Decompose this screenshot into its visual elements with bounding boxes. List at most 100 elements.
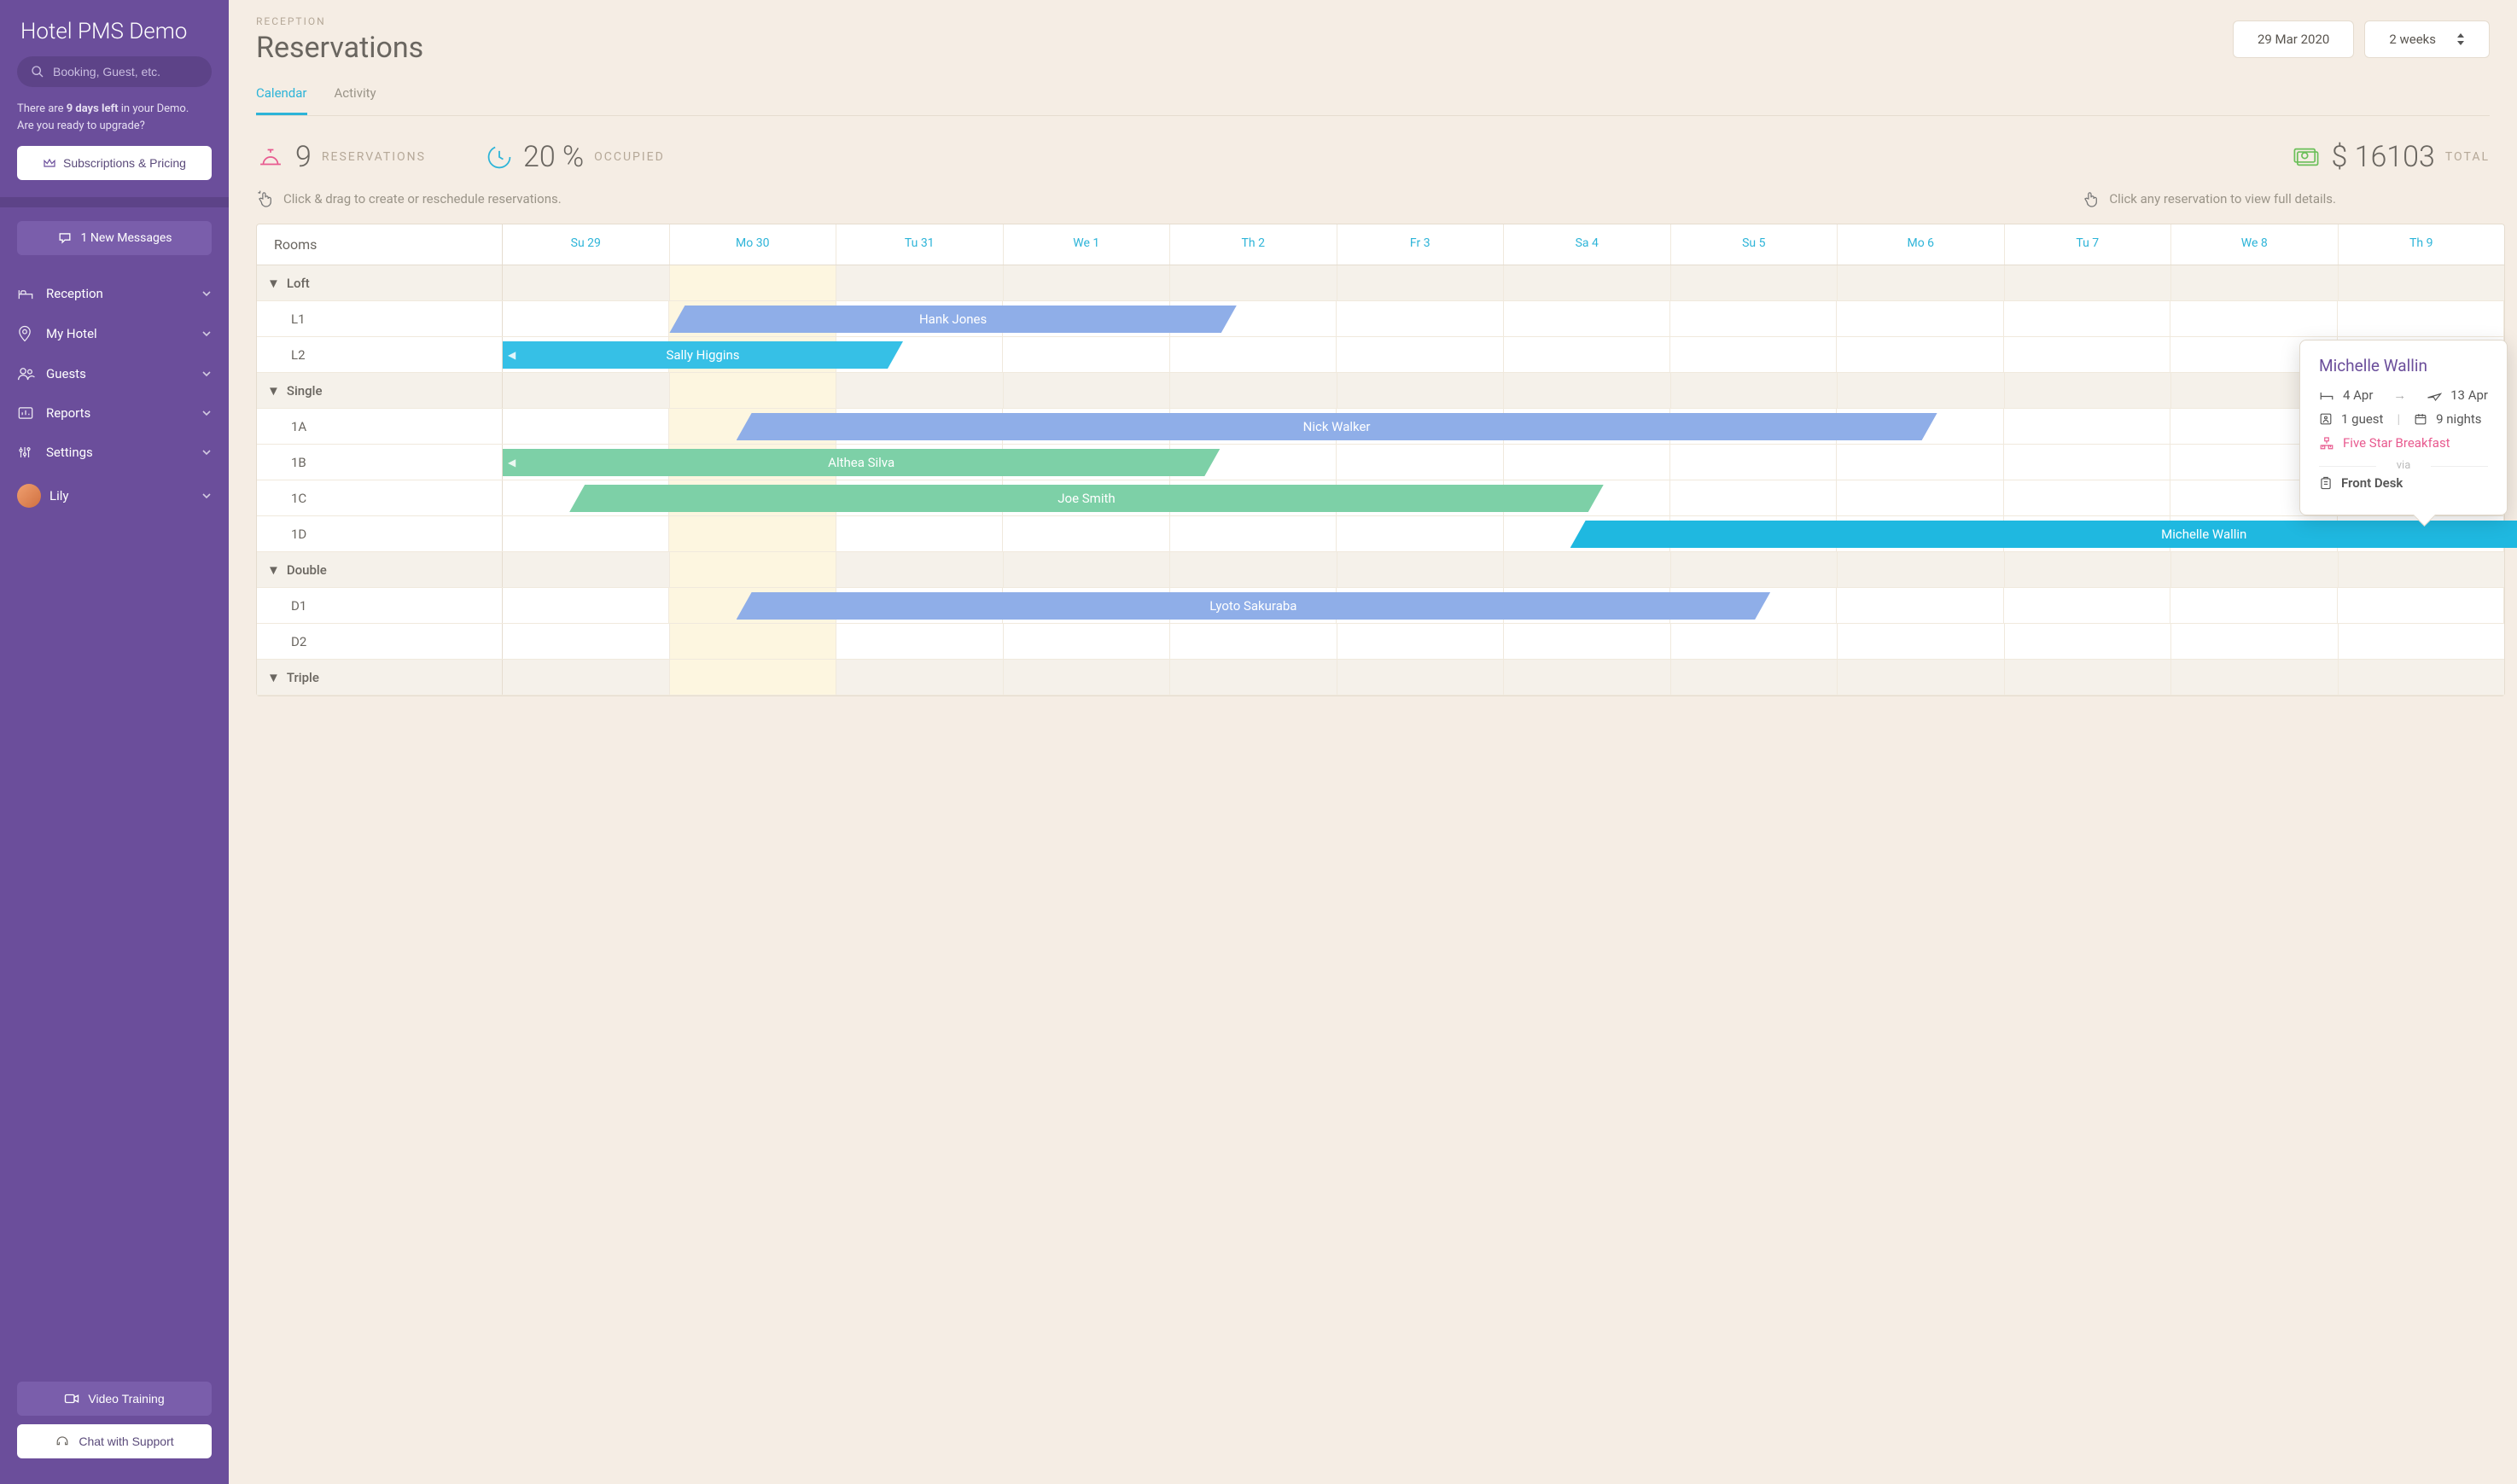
reservation-bar[interactable]: Michelle Wallin: [1570, 521, 2517, 548]
day-cell[interactable]: [2338, 301, 2504, 336]
day-cell[interactable]: [1838, 373, 2005, 408]
day-cell[interactable]: [2339, 265, 2505, 300]
room-cell[interactable]: D2: [257, 624, 503, 659]
day-cell[interactable]: [503, 373, 670, 408]
day-cell[interactable]: [1504, 265, 1671, 300]
day-cell[interactable]: [2171, 660, 2339, 695]
day-header[interactable]: We 1: [1004, 224, 1171, 265]
day-cell[interactable]: [670, 265, 837, 300]
day-cell[interactable]: [670, 373, 837, 408]
day-cell[interactable]: [1837, 337, 2003, 372]
day-cell[interactable]: [836, 552, 1004, 587]
day-cell[interactable]: [1838, 265, 2005, 300]
day-header[interactable]: Su 5: [1671, 224, 1838, 265]
room-cell[interactable]: D1: [257, 588, 503, 623]
day-cell[interactable]: [1671, 373, 1838, 408]
day-cell[interactable]: [503, 552, 670, 587]
day-cell[interactable]: [1004, 624, 1171, 659]
day-cell[interactable]: [1337, 373, 1505, 408]
subscriptions-pricing-button[interactable]: Subscriptions & Pricing: [17, 146, 212, 180]
day-cell[interactable]: [1337, 445, 1503, 480]
tab-activity[interactable]: Activity: [335, 85, 376, 115]
room-group-toggle[interactable]: ▼ Loft: [257, 265, 503, 300]
reservation-bar[interactable]: ◀Sally Higgins: [503, 341, 903, 369]
day-cell[interactable]: [2339, 660, 2505, 695]
day-header[interactable]: Mo 30: [670, 224, 837, 265]
day-cell[interactable]: [2339, 552, 2505, 587]
day-cell[interactable]: [2170, 588, 2337, 623]
day-cell[interactable]: [1170, 552, 1337, 587]
day-cell[interactable]: [1837, 301, 2003, 336]
room-group-toggle[interactable]: ▼ Triple: [257, 660, 503, 695]
day-header[interactable]: Mo 6: [1838, 224, 2005, 265]
day-header[interactable]: Fr 3: [1337, 224, 1505, 265]
day-cell[interactable]: [1170, 337, 1337, 372]
reservation-bar[interactable]: Lyoto Sakuraba: [737, 592, 1771, 620]
day-cell[interactable]: [1838, 624, 2005, 659]
day-cell[interactable]: [1170, 660, 1337, 695]
sidebar-item-lily[interactable]: Lily: [0, 472, 229, 520]
day-cell[interactable]: [1838, 552, 2005, 587]
search-box[interactable]: [17, 56, 212, 87]
day-cell[interactable]: [2004, 445, 2170, 480]
day-cell[interactable]: [1837, 445, 2003, 480]
day-cell[interactable]: [1337, 552, 1505, 587]
day-cell[interactable]: [1671, 624, 1838, 659]
sidebar-item-reports[interactable]: Reports: [0, 393, 229, 433]
day-cell[interactable]: [2339, 624, 2505, 659]
sidebar-item-guests[interactable]: Guests: [0, 354, 229, 393]
day-cell[interactable]: [2005, 552, 2172, 587]
video-training-button[interactable]: Video Training: [17, 1382, 212, 1416]
day-cell[interactable]: [2004, 588, 2170, 623]
day-cell[interactable]: [1004, 373, 1171, 408]
day-cell[interactable]: [1003, 337, 1169, 372]
day-cell[interactable]: [1170, 624, 1337, 659]
day-cell[interactable]: [1670, 337, 1837, 372]
day-cell[interactable]: [1170, 373, 1337, 408]
day-cell[interactable]: [1337, 516, 1503, 551]
day-cell[interactable]: [1837, 588, 2003, 623]
day-cell[interactable]: [2004, 301, 2170, 336]
day-cell[interactable]: [670, 624, 837, 659]
day-cell[interactable]: [2171, 265, 2339, 300]
sidebar-item-settings[interactable]: Settings: [0, 433, 229, 472]
day-cell[interactable]: [1670, 301, 1837, 336]
reservation-bar[interactable]: Joe Smith: [569, 485, 1604, 512]
day-cell[interactable]: [1671, 265, 1838, 300]
day-cell[interactable]: [1504, 624, 1671, 659]
day-cell[interactable]: [1671, 552, 1838, 587]
day-header[interactable]: Th 2: [1170, 224, 1337, 265]
day-cell[interactable]: [1504, 660, 1671, 695]
range-select[interactable]: 2 weeks: [2364, 20, 2490, 58]
day-cell[interactable]: [503, 624, 670, 659]
day-cell[interactable]: [2170, 301, 2337, 336]
day-header[interactable]: Tu 7: [2005, 224, 2172, 265]
day-cell[interactable]: [836, 516, 1003, 551]
day-cell[interactable]: [1504, 301, 1670, 336]
chat-support-button[interactable]: Chat with Support: [17, 1424, 212, 1458]
day-cell[interactable]: [670, 660, 837, 695]
day-cell[interactable]: [1504, 337, 1670, 372]
day-header[interactable]: Su 29: [503, 224, 670, 265]
day-cell[interactable]: [1337, 265, 1505, 300]
day-cell[interactable]: [503, 516, 669, 551]
day-cell[interactable]: [1670, 445, 1837, 480]
day-cell[interactable]: [836, 265, 1004, 300]
day-cell[interactable]: [1670, 480, 1837, 515]
room-cell[interactable]: 1D: [257, 516, 503, 551]
day-cell[interactable]: [2005, 373, 2172, 408]
day-cell[interactable]: [2005, 624, 2172, 659]
day-cell[interactable]: [2171, 552, 2339, 587]
day-cell[interactable]: [1337, 337, 1503, 372]
day-cell[interactable]: [1337, 301, 1503, 336]
day-cell[interactable]: [2004, 409, 2170, 444]
day-cell[interactable]: [503, 409, 669, 444]
day-cell[interactable]: [1337, 660, 1505, 695]
day-cell[interactable]: [1337, 624, 1505, 659]
day-cell[interactable]: [669, 516, 836, 551]
reservation-bar[interactable]: ◀Althea Silva: [503, 449, 1220, 476]
room-cell[interactable]: 1A: [257, 409, 503, 444]
sidebar-item-my-hotel[interactable]: My Hotel: [0, 313, 229, 354]
day-cell[interactable]: [2005, 660, 2172, 695]
day-cell[interactable]: [1504, 373, 1671, 408]
